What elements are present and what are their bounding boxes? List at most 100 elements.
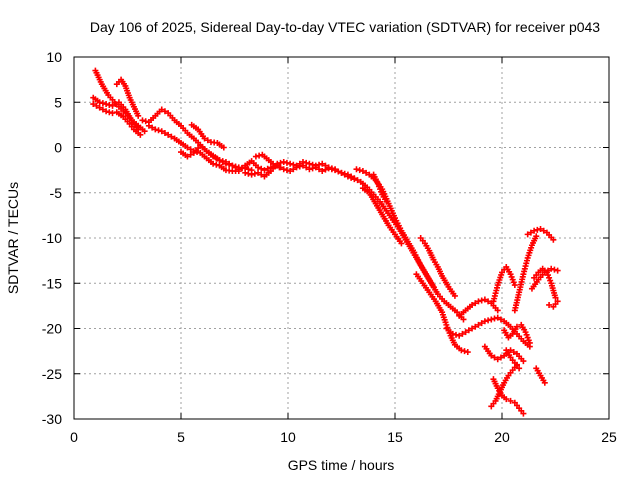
data-point: [96, 104, 103, 111]
series-23: [501, 321, 533, 346]
data-point: [338, 169, 345, 176]
data-point: [516, 365, 523, 372]
data-point: [216, 157, 223, 164]
data-point: [280, 158, 287, 165]
data-point: [325, 164, 332, 171]
series-0: [92, 67, 148, 135]
grid: [74, 57, 609, 419]
data-point: [139, 117, 146, 124]
data-point-trail: [187, 146, 194, 153]
data-point: [220, 144, 227, 151]
data-point-trail: [106, 101, 113, 108]
data-point: [494, 307, 501, 314]
data-point: [546, 301, 553, 308]
series-28: [528, 265, 561, 292]
data-point-trail: [316, 161, 323, 168]
data-point-trail: [213, 155, 220, 162]
y-tick-label: 5: [54, 94, 62, 110]
data-point: [145, 122, 152, 129]
data-point-trail: [510, 349, 517, 356]
data-point: [464, 349, 471, 356]
data-point-trail: [497, 354, 504, 361]
data-point-trail: [491, 354, 498, 361]
data-point-trail: [527, 229, 534, 236]
data-point: [469, 325, 476, 332]
y-tick-label: -25: [42, 366, 62, 382]
data-point: [210, 160, 217, 167]
data-point: [319, 168, 326, 175]
data-point-trail: [155, 127, 162, 134]
data-point-trail: [277, 159, 284, 166]
data-point-trail: [309, 161, 316, 168]
series-5: [145, 122, 242, 175]
data-points: [90, 67, 561, 417]
data-point-trail: [545, 267, 552, 274]
data-point: [541, 379, 548, 386]
data-point-trail: [213, 161, 220, 168]
data-point: [306, 166, 313, 173]
data-point-trail: [112, 101, 119, 108]
data-point-trail: [99, 100, 106, 107]
data-point-trail: [478, 320, 485, 327]
data-point-trail: [363, 169, 370, 176]
data-point-trail: [264, 165, 271, 172]
data-point: [494, 356, 501, 363]
x-tick-label: 0: [70, 429, 78, 445]
data-point: [537, 225, 544, 232]
data-point: [103, 101, 110, 108]
data-point-trail: [93, 102, 100, 109]
data-point: [494, 314, 501, 321]
series-7: [188, 121, 227, 151]
data-point: [554, 298, 561, 305]
data-point: [248, 171, 255, 178]
data-point: [503, 396, 510, 403]
series-21: [488, 361, 520, 410]
data-point: [184, 153, 191, 160]
data-point: [481, 318, 488, 325]
data-point: [255, 169, 262, 176]
data-point-trail: [461, 348, 468, 355]
data-point: [152, 126, 159, 133]
data-point-trail: [472, 300, 479, 307]
series-9: [242, 158, 339, 180]
series-4: [139, 106, 255, 174]
data-point: [469, 301, 476, 308]
data-point-trail: [238, 165, 245, 172]
data-point: [520, 358, 527, 365]
data-point-trail: [551, 266, 558, 273]
series-11: [338, 169, 467, 323]
data-point-trail: [485, 317, 492, 324]
data-point: [351, 175, 358, 182]
data-point: [158, 106, 165, 113]
data-point: [520, 410, 527, 417]
data-point: [96, 99, 103, 106]
data-point: [222, 158, 229, 165]
axis-ticks: 0 5 10 15 20 25 10 5 0 -5 -10 -15 -20 -25 -30: [42, 49, 617, 445]
series-15: [417, 235, 458, 299]
data-point: [299, 158, 306, 165]
data-point: [109, 102, 116, 109]
data-point: [135, 112, 142, 119]
series-29: [546, 298, 561, 310]
data-point-trail: [232, 164, 239, 171]
data-point: [270, 160, 277, 167]
data-point: [261, 167, 268, 174]
data-point-trail: [491, 315, 498, 322]
data-point: [524, 231, 531, 238]
series-22: [490, 263, 518, 305]
data-point: [451, 292, 458, 299]
data-point: [242, 169, 249, 176]
data-point: [184, 144, 191, 151]
data-point: [165, 131, 172, 138]
y-tick-label: -10: [42, 230, 62, 246]
data-point-trail: [290, 161, 297, 168]
data-point: [255, 164, 262, 171]
y-tick-label: -20: [42, 321, 62, 337]
data-point: [526, 339, 533, 346]
data-point: [462, 329, 469, 336]
data-point: [332, 166, 339, 173]
data-point: [531, 227, 538, 234]
y-tick-label: -15: [42, 275, 62, 291]
data-point: [475, 321, 482, 328]
data-point: [287, 168, 294, 175]
